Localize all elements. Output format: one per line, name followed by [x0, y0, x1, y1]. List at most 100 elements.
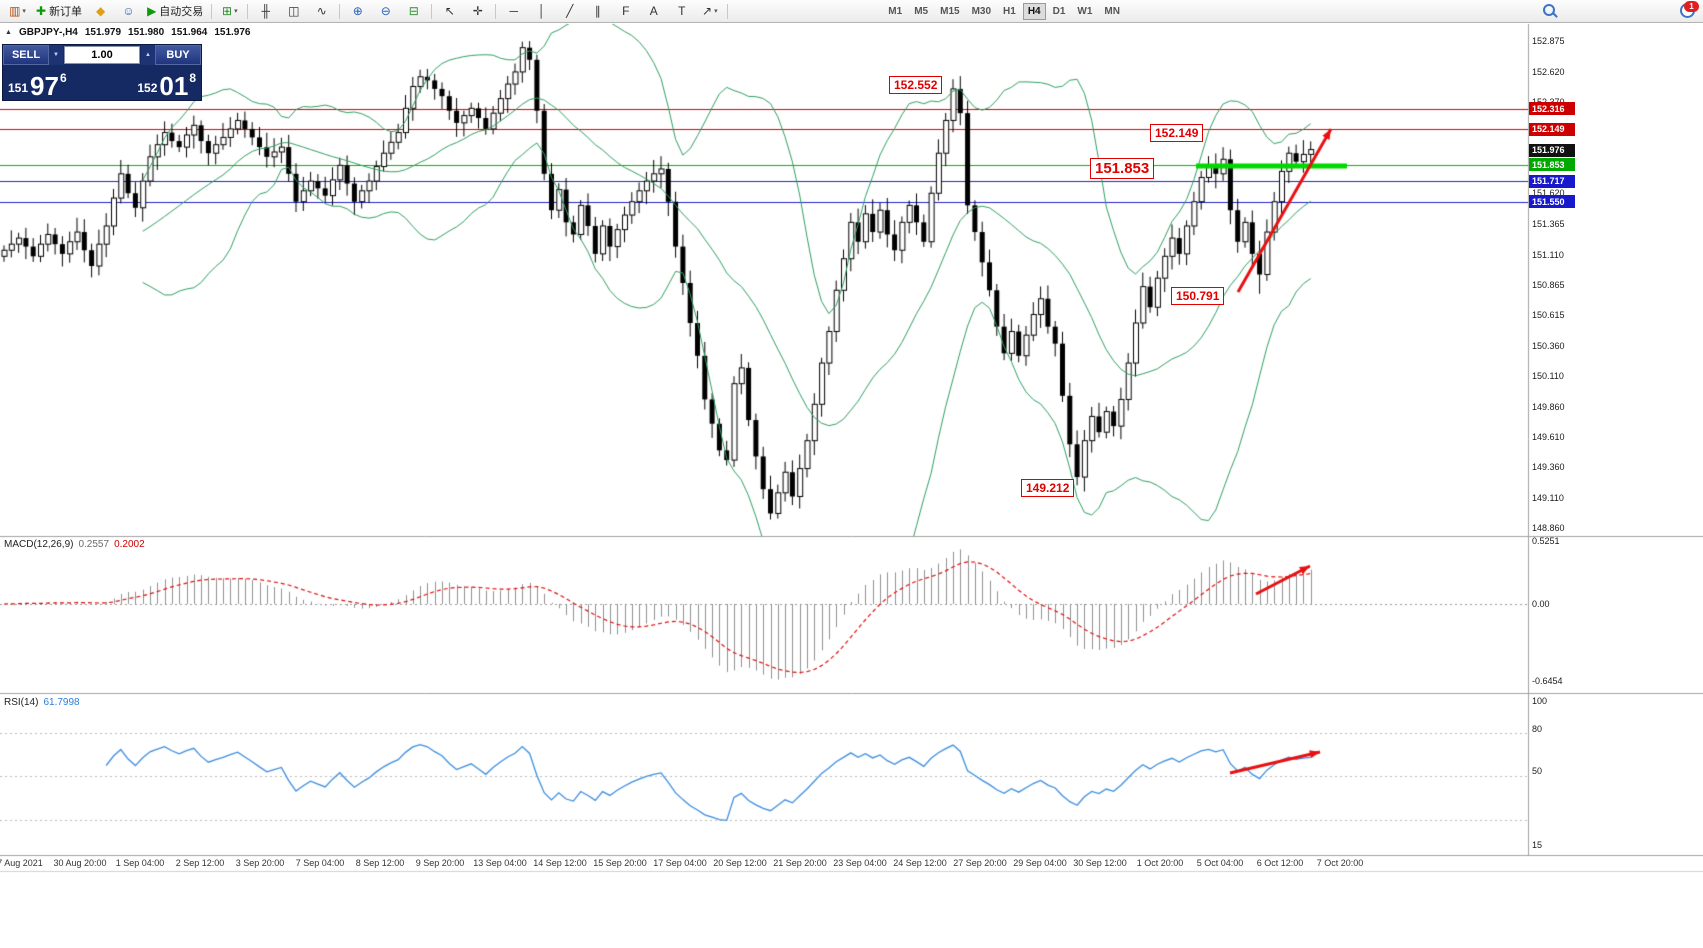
new-order-button[interactable]: ✚ 新订单: [32, 1, 86, 22]
time-label: 7 Oct 20:00: [1316, 858, 1364, 868]
toolbar-separator: [211, 3, 213, 19]
lot-decrease-button[interactable]: ▼: [49, 45, 63, 65]
time-label: 15 Sep 20:00: [593, 858, 647, 868]
timeframe-m1[interactable]: M1: [888, 5, 903, 17]
time-label: 3 Sep 20:00: [235, 858, 285, 868]
collapse-icon[interactable]: ▲: [5, 29, 12, 36]
time-label: 27 Sep 20:00: [953, 858, 1007, 868]
macd-name: MACD(12,26,9): [4, 539, 74, 550]
zoom-out-icon: ⊖: [380, 4, 391, 18]
time-label: 24 Sep 12:00: [893, 858, 947, 868]
search-icon[interactable]: [1543, 4, 1555, 16]
chevron-down-icon: ▾: [22, 8, 26, 15]
vertical-line-button[interactable]: │: [528, 1, 555, 22]
time-label: 1 Sep 04:00: [115, 858, 165, 868]
price-label-149.212[interactable]: 149.212: [1021, 479, 1075, 497]
horizontal-line-button[interactable]: ─: [500, 1, 527, 22]
macd-signal-value: 0.2002: [114, 539, 145, 550]
time-label: 1 Oct 20:00: [1136, 858, 1184, 868]
price-label-152.149[interactable]: 152.149: [1150, 124, 1204, 142]
price-tick: 151.365: [1532, 219, 1565, 230]
chevron-down-icon: ▾: [714, 8, 718, 15]
buy-button[interactable]: BUY: [155, 45, 201, 65]
crosshair-button[interactable]: ✛: [464, 1, 491, 22]
time-label: 5 Oct 04:00: [1196, 858, 1244, 868]
bid-pip-digit: 6: [59, 71, 67, 85]
timeframe-d1[interactable]: D1: [1052, 5, 1066, 17]
timeframe-mn[interactable]: MN: [1104, 5, 1120, 17]
metaeditor-button[interactable]: ◆: [87, 1, 114, 22]
community-button[interactable]: ☺: [115, 1, 142, 22]
arrows-icon: ↗: [702, 4, 713, 18]
macd-tick: 0.5251: [1532, 535, 1560, 546]
time-label: 20 Sep 12:00: [713, 858, 767, 868]
time-label: 7 Sep 04:00: [295, 858, 345, 868]
price-tick: 149.860: [1532, 401, 1565, 412]
price-tick: 148.860: [1532, 523, 1565, 534]
cursor-button[interactable]: ↖: [436, 1, 463, 22]
notifications-button[interactable]: 1: [1680, 1, 1699, 18]
lot-size-input[interactable]: [64, 46, 140, 64]
zoom-in-button[interactable]: ⊕: [344, 1, 371, 22]
timeframe-w1[interactable]: W1: [1077, 5, 1093, 17]
text-button[interactable]: A: [640, 1, 667, 22]
trendline-button[interactable]: ╱: [556, 1, 583, 22]
price-label-150.791[interactable]: 150.791: [1171, 287, 1225, 305]
sell-button[interactable]: SELL: [3, 45, 49, 65]
autotrading-icon: ▶: [147, 4, 157, 18]
lot-increase-button[interactable]: ▲: [141, 45, 155, 65]
timeframe-m15[interactable]: M15: [940, 5, 960, 17]
magnifier-icon: [1543, 4, 1555, 16]
price-tick: 152.875: [1532, 36, 1565, 46]
channel-button[interactable]: ∥: [584, 1, 611, 22]
timeframe-h1[interactable]: H1: [1003, 5, 1016, 17]
candlestick-chart-icon: ◫: [288, 4, 300, 18]
bid-prefix: 151: [8, 81, 29, 95]
new-order-icon: ✚: [36, 4, 47, 18]
zoom-out-button[interactable]: ⊖: [372, 1, 399, 22]
price-tick: 149.110: [1532, 492, 1564, 503]
vertical-line-icon: │: [538, 4, 546, 18]
rsi-tick: 15: [1532, 840, 1543, 850]
autotrading-button-label: 自动交易: [159, 6, 204, 18]
rsi-name: RSI(14): [4, 697, 39, 708]
timeframe-h4[interactable]: H4: [1022, 2, 1046, 20]
bar-chart-button[interactable]: ╫: [252, 1, 279, 22]
macd-tick: -0.6454: [1532, 676, 1563, 687]
price-tick: 150.110: [1532, 371, 1564, 382]
toolbar-separator: [247, 3, 249, 19]
tile-windows-button[interactable]: ⊟: [400, 1, 427, 22]
label-button[interactable]: T: [668, 1, 695, 22]
price-label-152.552[interactable]: 152.552: [889, 76, 943, 94]
time-label: 21 Sep 20:00: [773, 858, 827, 868]
candlestick-chart-button[interactable]: ◫: [280, 1, 307, 22]
toolbar-separator: [339, 3, 341, 19]
toolbar-separator: [495, 3, 497, 19]
arrows-button[interactable]: ↗ ▾: [696, 1, 723, 22]
timeframe-m5[interactable]: M5: [914, 5, 929, 17]
label-icon: T: [678, 4, 686, 18]
fibonacci-icon: F: [622, 4, 630, 18]
profiles-icon: ⊞: [222, 4, 233, 18]
time-label: 13 Sep 04:00: [473, 858, 527, 868]
price-label-151.853[interactable]: 151.853: [1090, 158, 1155, 179]
text-icon: A: [649, 4, 658, 18]
fibonacci-button[interactable]: F: [612, 1, 639, 22]
cursor-icon: ↖: [444, 4, 455, 18]
timeframe-m30[interactable]: M30: [971, 5, 992, 17]
line-chart-button[interactable]: ∿: [308, 1, 335, 22]
one-click-trading-panel: SELL ▼ ▲ BUY 151 97 6 152 01 8: [2, 44, 202, 101]
time-label: 9 Sep 20:00: [415, 858, 465, 868]
autotrading-button[interactable]: ▶ 自动交易: [143, 1, 207, 22]
trendline-icon: ╱: [566, 4, 574, 18]
profiles-button[interactable]: ⊞ ▾: [216, 1, 243, 22]
zoom-in-icon: ⊕: [352, 4, 363, 18]
rsi-tick: 80: [1532, 724, 1543, 734]
new-order-button-label: 新订单: [49, 6, 83, 18]
price-tick: 151.110: [1532, 250, 1564, 261]
new-chart-button[interactable]: ▥ ▾: [4, 1, 31, 22]
notification-badge: 1: [1684, 1, 1699, 12]
price-badge-152.149: 152.149: [1529, 122, 1575, 136]
time-label: 23 Sep 04:00: [833, 858, 887, 868]
